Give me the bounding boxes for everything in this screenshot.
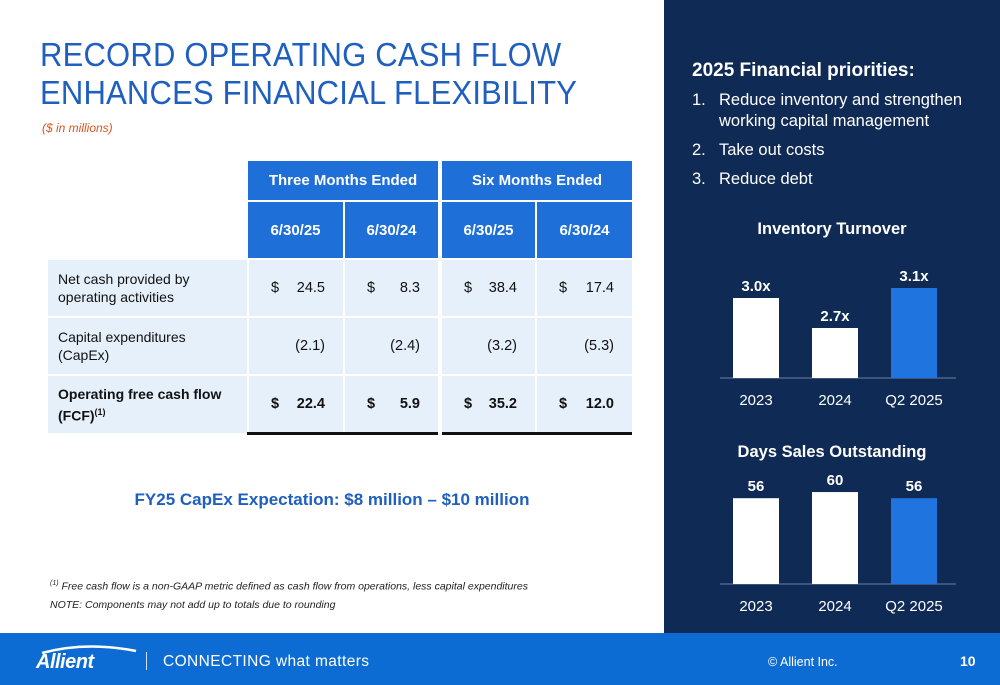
priorities-list: 1. Reduce inventory and strengthen worki…: [692, 90, 992, 198]
tagline-rest: what matters: [271, 653, 370, 670]
cell-value: 38.4: [488, 280, 517, 296]
capex-expectation: FY25 CapEx Expectation: $8 million – $10…: [134, 490, 530, 509]
cell-value: 24.5: [296, 280, 325, 296]
page-title-line-1: RECORD OPERATING CASH FLOW: [40, 36, 562, 73]
header-date: 6/30/24: [535, 200, 632, 259]
list-item: 2. Take out costs: [692, 140, 992, 161]
data-label: 3.0x: [741, 278, 771, 295]
header-blank: [48, 161, 248, 201]
list-number: 2.: [692, 141, 706, 159]
list-item: 3. Reduce debt: [692, 169, 992, 190]
tagline: CONNECTING what matters: [163, 653, 369, 671]
cell-value: (2.1): [247, 316, 344, 375]
cell-value: 5.9: [399, 395, 420, 412]
tick-label: Q2 2025: [885, 392, 943, 409]
header-six-months: Six Months Ended: [438, 161, 632, 201]
footnote-2: NOTE: Components may not add up to total…: [50, 598, 336, 611]
data-label: 3.1x: [899, 268, 929, 285]
header-date: 6/30/25: [248, 200, 344, 259]
row-label: Capital expenditures (CapEx): [48, 316, 248, 375]
currency-symbol: $: [464, 280, 473, 296]
cell-value: 17.4: [585, 280, 614, 296]
page-title-line-2: ENHANCES FINANCIAL FLEXIBILITY: [40, 74, 578, 111]
group-header-row: Three Months Ended Six Months Ended: [48, 161, 632, 201]
tick-label: Q2 2025: [885, 598, 943, 615]
footer-bar: Allient CONNECTING what matters © Allien…: [0, 633, 1000, 685]
tick-label: 2024: [818, 598, 851, 615]
page-title: RECORD OPERATING CASH FLOW ENHANCES FINA…: [40, 36, 604, 112]
cell-value: 22.4: [296, 395, 325, 412]
table-row-free-cash-flow: Operating free cash flow (FCF)(1) $22.4 …: [48, 374, 632, 435]
row-label: Operating free cash flow (FCF)(1): [48, 374, 248, 433]
days-sales-outstanding-chart: 56 2023 60 2024 56 Q2 2025: [720, 472, 956, 615]
chart-bar: [891, 288, 937, 378]
chart-bar: [812, 328, 858, 378]
data-label: 56: [748, 478, 765, 495]
tick-label: 2024: [818, 392, 851, 409]
list-number: 1.: [692, 91, 706, 109]
cell-value: 8.3: [399, 280, 420, 296]
cell-value: 12.0: [585, 395, 614, 412]
table-row-capex: Capital expenditures (CapEx) (2.1) (2.4)…: [48, 316, 632, 375]
tagline-caps: CONNECTING: [163, 653, 272, 670]
currency-symbol: $: [271, 395, 280, 412]
footnote-marker: (1): [50, 580, 59, 587]
row-label-line: Operating free cash flow: [58, 385, 222, 402]
table-row-operating-cash: Net cash provided by operating activitie…: [48, 258, 632, 317]
header-blank: [48, 200, 248, 259]
row-label-line: (CapEx): [58, 347, 110, 363]
footnotes: (1) Free cash flow is a non-GAAP metric …: [50, 575, 528, 614]
header-date: 6/30/25: [438, 200, 536, 259]
chart-title-inventory-turnover: Inventory Turnover: [757, 220, 907, 238]
cash-flow-table: Three Months Ended Six Months Ended 6/30…: [48, 161, 632, 435]
data-label: 60: [827, 472, 844, 489]
chart-bar: [733, 298, 779, 378]
chart-bar: [891, 498, 937, 584]
list-text: Reduce inventory and strengthen: [719, 91, 963, 109]
row-label-line: (FCF): [58, 407, 95, 424]
footer-divider: [146, 652, 147, 670]
page-number: 10: [960, 653, 976, 669]
row-label: Net cash provided by operating activitie…: [48, 258, 248, 317]
footnote-marker: (1): [94, 406, 106, 417]
logo-wordmark: Allient: [36, 651, 94, 673]
currency-symbol: $: [367, 395, 376, 412]
chart-bar: [733, 498, 779, 584]
footnote-1: Free cash flow is a non-GAAP metric defi…: [61, 580, 528, 593]
units-note: ($ in millions): [42, 121, 113, 135]
list-text: working capital management: [719, 112, 930, 130]
chart-bar: [812, 492, 858, 584]
row-label-line: Net cash provided by: [58, 271, 190, 287]
allient-logo: [41, 645, 137, 655]
copyright: © Allient Inc.: [768, 655, 838, 669]
row-label-line: operating activities: [58, 289, 174, 305]
list-item: 1. Reduce inventory and strengthen worki…: [692, 90, 992, 132]
chart-title-days-sales-outstanding: Days Sales Outstanding: [737, 443, 927, 461]
tick-label: 2023: [739, 598, 772, 615]
cell-value: (3.2): [438, 316, 536, 375]
cell-value: 35.2: [488, 395, 517, 412]
priorities-panel: 2025 Financial priorities: 1. Reduce inv…: [664, 0, 1000, 633]
currency-symbol: $: [559, 395, 568, 412]
main-content: RECORD OPERATING CASH FLOW ENHANCES FINA…: [40, 36, 632, 614]
header-three-months: Three Months Ended: [248, 161, 440, 201]
currency-symbol: $: [464, 395, 473, 412]
currency-symbol: $: [367, 280, 376, 296]
header-date: 6/30/24: [343, 200, 440, 259]
currency-symbol: $: [271, 280, 280, 296]
list-number: 3.: [692, 170, 706, 188]
currency-symbol: $: [559, 280, 568, 296]
priorities-title: 2025 Financial priorities:: [692, 60, 915, 81]
cell-value: (5.3): [535, 316, 632, 375]
date-header-row: 6/30/25 6/30/24 6/30/25 6/30/24: [48, 200, 632, 259]
data-label: 2.7x: [820, 308, 850, 325]
list-text: Reduce debt: [719, 170, 813, 188]
list-text: Take out costs: [719, 141, 825, 159]
tick-label: 2023: [739, 392, 772, 409]
cell-value: (2.4): [343, 316, 440, 375]
inventory-turnover-chart: 3.0x 2023 2.7x 2024 3.1x Q2 2025: [720, 268, 956, 409]
row-label-line: Capital expenditures: [58, 329, 186, 345]
data-label: 56: [906, 478, 923, 495]
